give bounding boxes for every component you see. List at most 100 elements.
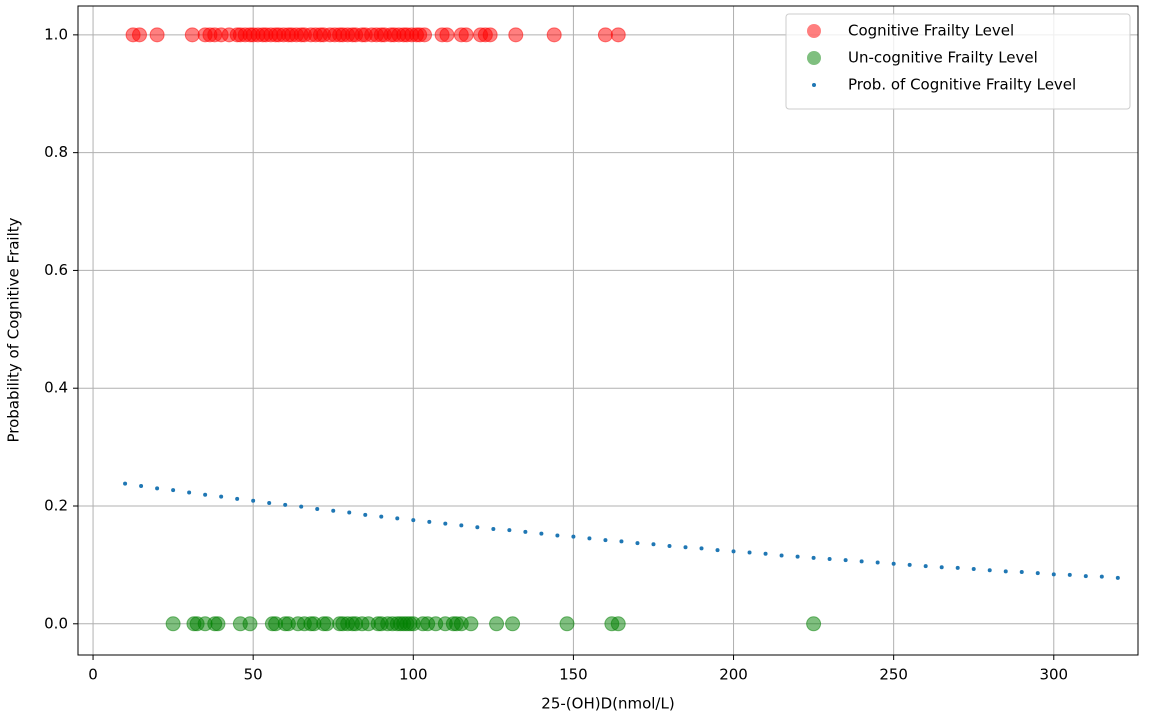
data-point (610, 27, 626, 43)
legend-frame (785, 13, 1131, 110)
data-point (331, 508, 336, 513)
x-tick-label: 300 (1039, 666, 1068, 684)
legend-marker (812, 83, 816, 87)
data-point (283, 502, 288, 507)
data-point (1051, 572, 1056, 577)
data-point (347, 510, 352, 515)
data-point (555, 533, 560, 538)
data-point (507, 528, 512, 533)
x-tick-label: 0 (88, 666, 98, 684)
data-point (699, 546, 704, 551)
data-point (1099, 574, 1104, 579)
data-point (651, 542, 656, 547)
data-point (971, 567, 976, 572)
data-point (635, 541, 640, 546)
data-point (715, 548, 720, 553)
data-point (299, 504, 304, 509)
legend-label: Prob. of Cognitive Frailty Level (848, 76, 1076, 94)
data-point (482, 27, 498, 43)
data-point (417, 27, 433, 43)
data-point (475, 525, 480, 530)
data-point (1035, 571, 1040, 576)
data-point (875, 560, 880, 565)
data-point (987, 568, 992, 573)
data-point (1019, 569, 1024, 574)
x-tick-label: 150 (559, 666, 588, 684)
data-point (779, 553, 784, 558)
y-axis-label: Probability of Cognitive Frailty (5, 217, 23, 442)
y-tick-label: 0.8 (44, 143, 68, 161)
data-point (267, 501, 272, 506)
data-point (459, 523, 464, 528)
data-point (1067, 572, 1072, 577)
data-point (683, 545, 688, 550)
data-point (363, 512, 368, 517)
data-point (439, 27, 455, 43)
data-point (891, 561, 896, 566)
data-point (827, 557, 832, 562)
legend-label: Un-cognitive Frailty Level (848, 49, 1038, 67)
y-tick-label: 1.0 (44, 25, 68, 43)
data-point (939, 565, 944, 570)
data-point (667, 544, 672, 549)
data-point (463, 616, 479, 632)
data-point (395, 516, 400, 521)
data-point (806, 616, 822, 632)
data-point (508, 27, 524, 43)
data-point (171, 488, 176, 493)
data-point (1083, 574, 1088, 579)
data-point (539, 531, 544, 536)
data-point (203, 492, 208, 497)
data-point (251, 498, 256, 503)
data-point (139, 483, 144, 488)
x-axis-label: 25-(OH)D(nmol/L) (541, 695, 674, 713)
data-point (319, 616, 335, 632)
data-point (505, 616, 521, 632)
x-tick-label: 50 (244, 666, 263, 684)
data-point (859, 559, 864, 564)
data-point (587, 536, 592, 541)
data-point (843, 558, 848, 563)
data-point (559, 616, 575, 632)
data-point (155, 486, 160, 491)
legend-label: Cognitive Frailty Level (848, 22, 1014, 40)
data-point (603, 538, 608, 543)
data-point (523, 529, 528, 534)
data-point (491, 526, 496, 531)
legend-marker (807, 51, 821, 65)
data-point (546, 27, 562, 43)
data-point (219, 494, 224, 499)
data-point (907, 562, 912, 567)
data-point (315, 506, 320, 511)
y-tick-label: 0.6 (44, 261, 68, 279)
data-point (210, 616, 226, 632)
data-point (427, 519, 432, 524)
data-point (597, 27, 613, 43)
legend: Cognitive Frailty Level Un-cognitive Frai… (785, 13, 1131, 110)
data-point (1003, 569, 1008, 574)
data-point (443, 521, 448, 526)
data-point (731, 549, 736, 554)
data-point (149, 27, 165, 43)
data-point (571, 534, 576, 539)
x-tick-label: 100 (399, 666, 428, 684)
data-point (610, 616, 626, 632)
data-point (458, 27, 474, 43)
data-point (923, 564, 928, 569)
data-point (619, 539, 624, 544)
x-tick-label: 250 (879, 666, 908, 684)
y-tick-label: 0.2 (44, 497, 68, 515)
data-point (184, 27, 200, 43)
data-point (123, 481, 128, 486)
data-point (235, 496, 240, 501)
legend-marker (807, 24, 821, 38)
data-point (747, 550, 752, 555)
data-point (131, 27, 147, 43)
data-point (187, 490, 192, 495)
plot-frame (77, 5, 1139, 656)
data-point (411, 518, 416, 523)
data-point (763, 551, 768, 556)
data-point (955, 565, 960, 570)
data-point (379, 514, 384, 519)
